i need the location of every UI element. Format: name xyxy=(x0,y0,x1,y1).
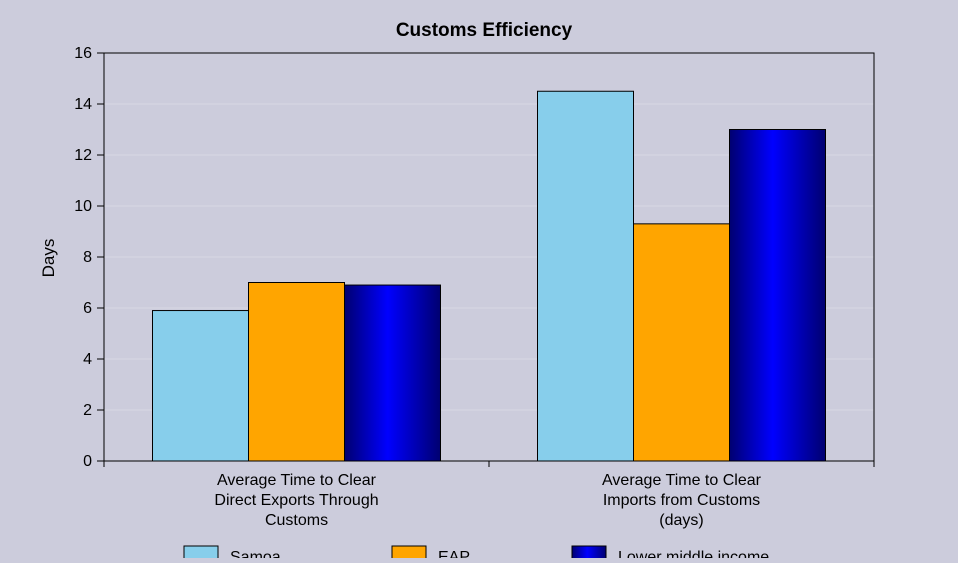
y-tick-label: 12 xyxy=(74,147,92,164)
bar-eap xyxy=(633,223,730,462)
y-tick-label: 4 xyxy=(83,351,92,368)
bar-samoa xyxy=(152,310,249,462)
legend-swatch xyxy=(183,545,219,563)
bar-samoa xyxy=(537,90,634,462)
x-category-label: Imports from Customs xyxy=(603,492,760,509)
bar-lower-middle-income xyxy=(729,129,826,462)
y-tick-label: 6 xyxy=(83,300,92,317)
y-tick-label: 16 xyxy=(74,45,92,62)
legend-label: Lower middle income xyxy=(618,549,769,558)
legend-swatch xyxy=(571,545,607,563)
bar-eap xyxy=(248,282,345,462)
y-tick-label: 8 xyxy=(83,249,92,266)
y-tick-label: 0 xyxy=(83,453,92,470)
x-category-label: (days) xyxy=(659,512,703,529)
y-tick-label: 10 xyxy=(74,198,92,215)
legend: Samoa EAP Lower middle income xyxy=(183,545,769,563)
bar-lower-middle-income xyxy=(344,284,441,462)
x-category-label: Direct Exports Through xyxy=(214,492,378,509)
y-tick-label: 14 xyxy=(74,96,92,113)
plot-border xyxy=(103,52,875,462)
y-tick-label: 2 xyxy=(83,402,92,419)
chart-title: Customs Efficiency xyxy=(396,20,573,41)
y-axis-label: Days xyxy=(39,239,58,278)
axis-layer: 0 2 4 6 8 10 12 14 16 Average Time to Clear Direct… xyxy=(74,45,875,529)
legend-label: EAP xyxy=(438,549,470,558)
legend-label: Samoa xyxy=(230,549,281,558)
x-category-label: Average Time to Clear xyxy=(602,472,762,489)
legend-swatch xyxy=(391,545,427,563)
x-category-label: Customs xyxy=(265,512,328,529)
x-category-label: Average Time to Clear xyxy=(217,472,377,489)
